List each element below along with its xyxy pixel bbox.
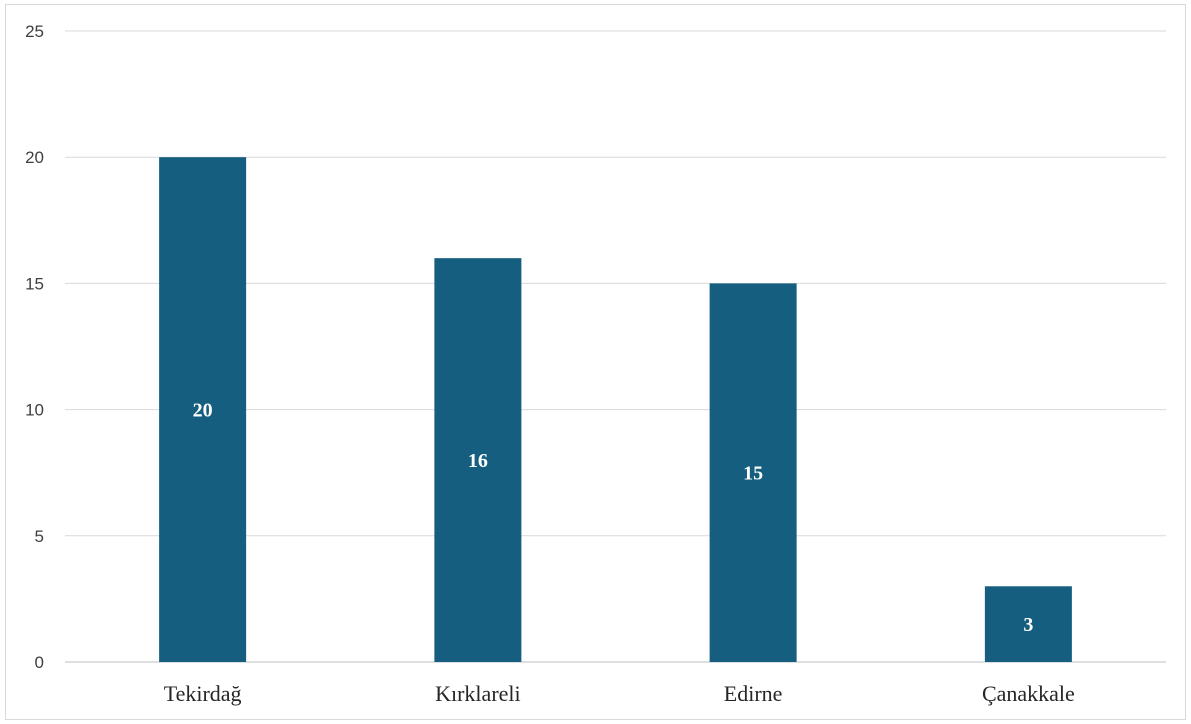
data-label: 15 [743, 463, 763, 485]
x-tick-label: Tekirdağ [164, 681, 242, 706]
bar [709, 283, 797, 662]
y-tick-label: 0 [35, 653, 44, 672]
data-label: 16 [468, 450, 488, 472]
x-tick-label: Kırklareli [435, 681, 521, 706]
bar [434, 258, 522, 662]
bar [159, 157, 247, 662]
gridlines [65, 30, 1166, 663]
data-labels: 20 16 15 3 [193, 400, 1034, 637]
data-label: 3 [1023, 614, 1033, 636]
y-axis-ticks: 0 5 10 15 20 25 [25, 22, 44, 672]
y-tick-label: 10 [25, 401, 44, 420]
y-tick-label: 5 [35, 527, 44, 546]
x-tick-label: Çanakkale [982, 681, 1075, 706]
bars [159, 157, 1072, 662]
bar [984, 586, 1072, 662]
data-label: 20 [193, 400, 213, 422]
x-tick-label: Edirne [724, 681, 783, 706]
y-tick-label: 25 [25, 22, 44, 41]
y-tick-label: 20 [25, 148, 44, 167]
x-axis-ticks: Tekirdağ Kırklareli Edirne Çanakkale [164, 681, 1075, 706]
y-tick-label: 15 [25, 274, 44, 293]
